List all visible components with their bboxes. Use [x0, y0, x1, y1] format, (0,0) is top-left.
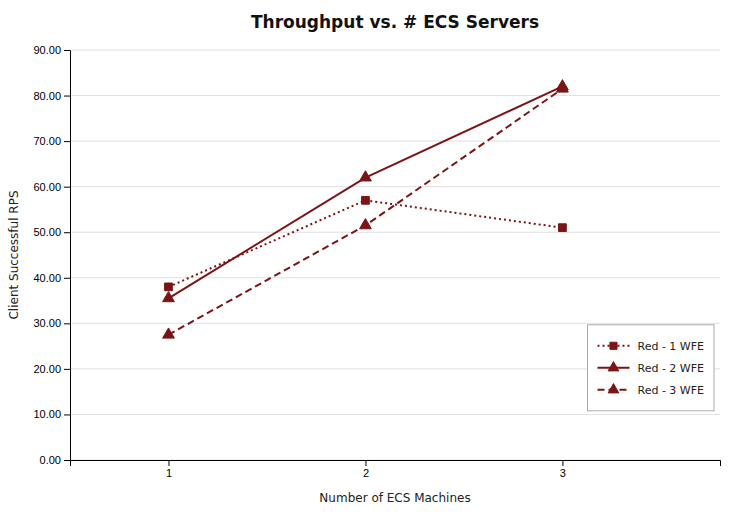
tick: 1	[166, 460, 172, 479]
tick: 2	[363, 460, 369, 479]
tick-mark	[64, 414, 70, 415]
tick-mark	[64, 50, 70, 51]
title: Throughput vs. # ECS Servers	[251, 12, 539, 32]
tick-mark	[64, 460, 70, 461]
tick-mark	[64, 232, 70, 233]
grid-line	[70, 141, 720, 142]
marker	[360, 171, 372, 181]
axis-line	[71, 461, 721, 467]
tick-label: 10.00	[33, 408, 61, 420]
marker	[362, 196, 370, 204]
x-axis-title: Number of ECS Machines	[319, 491, 470, 505]
tick: 50.00	[33, 226, 70, 238]
tick: 0.00	[40, 454, 70, 466]
tick-label: 50.00	[33, 226, 61, 238]
legend-label: Red - 3 WFE	[637, 384, 704, 397]
tick-mark	[562, 460, 563, 466]
legend-marker	[610, 342, 617, 349]
marker	[165, 283, 173, 291]
grid	[70, 50, 720, 460]
grid-line	[70, 95, 720, 96]
grid-line	[70, 277, 720, 278]
tick-label: 40.00	[33, 272, 61, 284]
tick-label: 2	[363, 467, 369, 479]
tick-mark	[64, 323, 70, 324]
tick: 20.00	[33, 363, 70, 375]
grid-line	[70, 323, 720, 324]
tick: 90.00	[33, 44, 70, 56]
legend-box	[587, 325, 714, 411]
marker	[163, 328, 175, 338]
tick: 40.00	[33, 272, 70, 284]
x-axis: 1 2 3	[71, 460, 721, 479]
tick-label: 3	[560, 467, 566, 479]
tick-mark	[64, 187, 70, 188]
tick-label: 20.00	[33, 363, 61, 375]
tick: 70.00	[33, 135, 70, 147]
tick-mark	[365, 460, 366, 466]
y-axis-title: Client Successful RPS	[7, 190, 21, 319]
grid-line	[70, 232, 720, 233]
tick: 80.00	[33, 90, 70, 102]
tick: 10.00	[33, 408, 70, 420]
marker	[360, 219, 372, 229]
grid-line	[70, 414, 720, 415]
y-axis: 0.00 10.00 20.00 30.00 40.00 50.00 60.00 70.00 8…	[33, 44, 70, 466]
tick-label: 90.00	[33, 44, 61, 56]
grid-line	[70, 186, 720, 187]
tick-mark	[168, 460, 169, 466]
marker	[559, 224, 567, 232]
legend-label: Red - 1 WFE	[637, 340, 704, 353]
series-line	[168, 89, 562, 335]
series-line	[168, 200, 562, 287]
tick-mark	[64, 141, 70, 142]
tick-mark	[64, 369, 70, 370]
tick-label: 30.00	[33, 317, 61, 329]
tick-label: 80.00	[33, 90, 61, 102]
tick-label: 60.00	[33, 181, 61, 193]
tick: 60.00	[33, 181, 70, 193]
legend-label: Red - 2 WFE	[637, 362, 704, 375]
series-group	[163, 80, 569, 338]
axis-line	[64, 51, 71, 461]
legend-marker	[608, 384, 619, 393]
marker	[163, 291, 175, 301]
legend-marker	[608, 362, 619, 371]
marker	[557, 82, 569, 92]
series-line	[168, 86, 562, 298]
chart: 1230.0010.0020.0030.0040.0050.0060.0070.…	[0, 0, 744, 516]
legend: Red - 1 WFE Red - 2 WFE Red - 3 WFE	[587, 325, 714, 411]
tick-mark	[64, 278, 70, 279]
tick-mark	[64, 96, 70, 97]
tick-label: 1	[166, 467, 172, 479]
tick-label: 70.00	[33, 135, 61, 147]
tick: 30.00	[33, 317, 70, 329]
grid-line	[70, 50, 720, 51]
tick-label: 0.00	[40, 454, 61, 466]
tick: 3	[560, 460, 566, 479]
plot-area: 1230.0010.0020.0030.0040.0050.0060.0070.…	[33, 44, 720, 479]
